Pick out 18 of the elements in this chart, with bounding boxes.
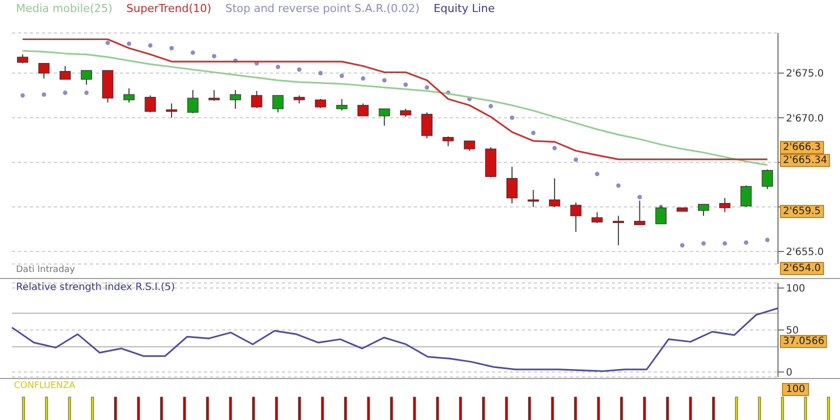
text: 2'654.0 bbox=[780, 262, 824, 275]
text: Dati Intraday bbox=[16, 265, 75, 275]
text: Stop and reverse point S.A.R.(0.02) bbox=[225, 2, 420, 15]
text: 2'666.3 bbox=[780, 141, 824, 154]
chart-title: CONFLUENZA bbox=[14, 381, 76, 391]
text: 2'659.5 bbox=[780, 205, 824, 218]
chart-title: Relative strength index R.S.I.(5) bbox=[16, 282, 175, 293]
y-tick-label: 0 bbox=[786, 368, 792, 379]
legend-label: Equity Line bbox=[434, 2, 495, 15]
text: 2'665.34 bbox=[780, 154, 830, 167]
y-tick-label: 2'670.0 bbox=[786, 113, 824, 124]
text: Media mobile(25) bbox=[16, 2, 112, 15]
text: 37.0566 bbox=[780, 335, 828, 348]
y-tick-label: 2'675.0 bbox=[786, 68, 824, 80]
y-tick-label: 100 bbox=[786, 284, 806, 295]
text: SuperTrend(10) bbox=[126, 2, 212, 15]
y-tick-label: 50 bbox=[786, 326, 799, 337]
y-tick-label: 2'655.0 bbox=[786, 247, 824, 258]
